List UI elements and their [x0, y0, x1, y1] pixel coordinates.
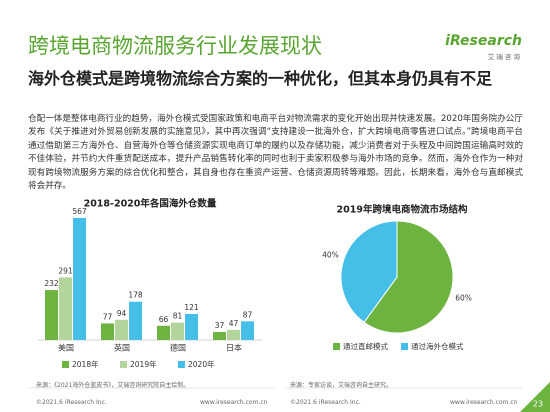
x-tick-label: 日本: [226, 343, 242, 353]
bar: [73, 218, 86, 340]
x-tick-label: 美国: [58, 343, 74, 353]
page-number: 23: [533, 400, 543, 409]
website: www.iresearch.com.cn: [450, 399, 518, 406]
bar: [45, 290, 58, 340]
legend-label: 2020年: [188, 359, 215, 369]
copyright: ©2021.6 iResearch Inc.: [36, 399, 107, 406]
x-tick-label: 德国: [170, 343, 186, 353]
value-label: 37: [215, 321, 225, 330]
value-label: 60%: [455, 294, 472, 303]
subtitle: 海外仓模式是跨境物流综合方案的一种优化，但其本身仍具有不足: [28, 69, 493, 88]
value-label: 178: [128, 291, 143, 300]
x-tick-label: 英国: [114, 343, 130, 353]
value-label: 66: [159, 315, 169, 324]
bar: [59, 277, 72, 340]
value-label: 87: [243, 310, 253, 319]
bar: [185, 313, 198, 340]
website: www.iresearch.com.cn: [200, 399, 268, 406]
pie-slice: [363, 220, 454, 334]
source: 来源：《2021海外仓蓝皮书》，艾瑞咨询研究院自主绘制。: [36, 382, 190, 389]
legend-swatch: [120, 361, 127, 368]
bar: [101, 323, 114, 340]
logo: iResearch: [445, 33, 522, 49]
value-label: 77: [103, 312, 113, 321]
legend-swatch: [401, 343, 408, 350]
value-label: 94: [117, 309, 127, 318]
chart-title: 2018-2020年各国海外仓数量: [84, 198, 217, 210]
source: 来源：专家访谈，艾瑞咨询自主研究。: [290, 382, 393, 389]
legend-label: 通过直邮模式: [343, 341, 388, 351]
value-label: 47: [229, 319, 239, 328]
corner: [520, 382, 550, 412]
body-text: 仓配一体是整体电商行业的趋势，海外仓模式受国家政策和电商平台对物流需求的变化开始…: [28, 114, 523, 192]
bar: [241, 321, 254, 340]
bar: [171, 322, 184, 340]
logo-sub: 艾 瑞 咨 询: [487, 53, 520, 61]
bar: [213, 332, 226, 340]
legend-label: 2019年: [130, 359, 157, 369]
bar: [129, 301, 142, 340]
value-label: 121: [184, 303, 199, 312]
bar: [157, 325, 170, 340]
legend-swatch: [178, 361, 185, 368]
bar: [227, 329, 240, 340]
value-label: 81: [173, 312, 183, 321]
bar: [115, 319, 128, 340]
legend-label: 2018年: [72, 359, 99, 369]
copyright: ©2021.6 iResearch Inc.: [290, 399, 361, 406]
legend-swatch: [62, 361, 69, 368]
legend-swatch: [333, 343, 340, 350]
value-label: 291: [58, 266, 73, 275]
legend-label: 通过海外仓模式: [411, 341, 464, 351]
value-label: 40%: [322, 250, 339, 259]
value-label: 567: [72, 207, 87, 216]
chart-title: 2019年跨境电商物流市场结构: [337, 204, 468, 216]
pie-slice: [340, 220, 398, 324]
value-label: 232: [44, 279, 59, 288]
title: 跨境电商物流服务行业发展现状: [28, 34, 322, 58]
